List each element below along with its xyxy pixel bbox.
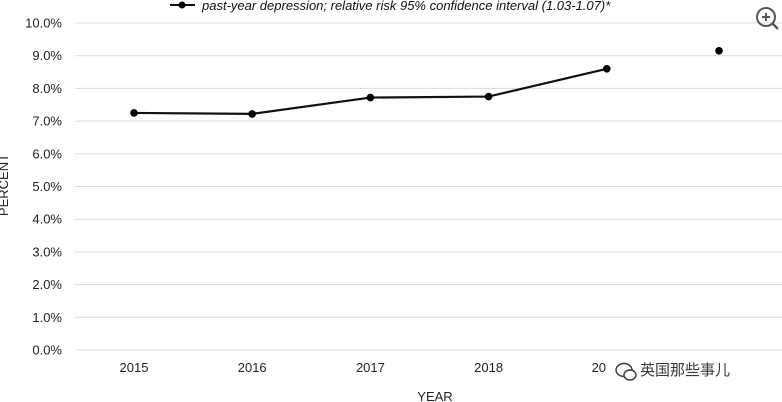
x-tick-label: 2016 <box>238 360 267 375</box>
y-tick-label: 0.0% <box>32 343 62 358</box>
x-axis-ticks: 2015 2016 2017 2018 20 <box>120 360 606 375</box>
data-point-2015 <box>130 109 138 117</box>
data-point-2019 <box>603 64 611 73</box>
y-tick-label: 1.0% <box>32 310 62 325</box>
watermark-text: 英国那些事儿 <box>640 361 730 379</box>
data-point-2017 <box>366 93 375 102</box>
zoom-in-icon[interactable] <box>756 7 779 30</box>
y-tick-label: 3.0% <box>32 244 62 259</box>
y-tick-label: 2.0% <box>32 277 62 292</box>
y-tick-label: 8.0% <box>32 81 62 96</box>
series-line <box>133 67 608 116</box>
x-axis-title: YEAR <box>417 389 452 402</box>
legend-point-marker <box>178 1 186 9</box>
x-tick-label: 2017 <box>356 360 385 375</box>
y-tick-label: 7.0% <box>32 114 62 129</box>
x-tick-label: 2018 <box>474 360 503 375</box>
y-tick-label: 6.0% <box>32 146 62 161</box>
legend-label: past-year depression; relative risk 95% … <box>201 0 611 13</box>
y-tick-label: 4.0% <box>32 212 62 227</box>
data-point-2016 <box>248 110 256 118</box>
y-tick-label: 9.0% <box>32 48 62 63</box>
x-tick-label: 2015 <box>120 360 149 375</box>
watermark: 英国那些事儿 <box>615 361 730 381</box>
y-tick-label: 5.0% <box>32 179 62 194</box>
y-axis-title: PERCENT <box>0 154 11 216</box>
grid-lines <box>75 22 782 351</box>
x-tick-label: 20 <box>592 360 606 375</box>
data-point-2018 <box>484 92 493 101</box>
legend: past-year depression; relative risk 95% … <box>170 0 611 13</box>
data-point-2020 <box>715 46 723 55</box>
y-tick-label: 10.0% <box>25 16 62 31</box>
series-past-year-depression <box>130 46 723 118</box>
y-axis-ticks: 0.0% 1.0% 2.0% 3.0% 4.0% 5.0% 6.0% 7.0% 8.0% 9.0%… <box>25 16 62 358</box>
wechat-logo-icon <box>615 362 637 381</box>
